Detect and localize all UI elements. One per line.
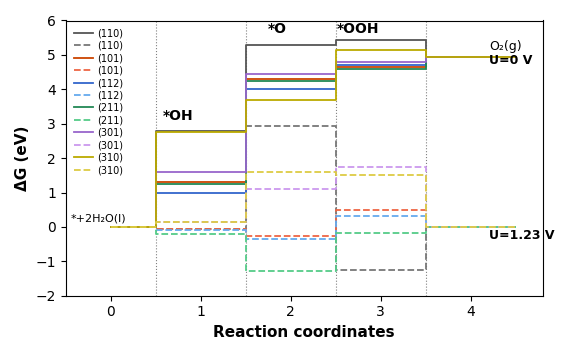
Y-axis label: ΔG (eV): ΔG (eV): [15, 125, 30, 191]
Legend: (110), (110), (101), (101), (112), (112), (211), (211), (301), (301), (310), (31: (110), (110), (101), (101), (112), (112)…: [70, 25, 126, 178]
Text: *OOH: *OOH: [337, 22, 379, 36]
Text: *O: *O: [268, 22, 286, 36]
Text: *OH: *OH: [163, 109, 194, 123]
Text: U=1.23 V: U=1.23 V: [489, 229, 554, 242]
X-axis label: Reaction coordinates: Reaction coordinates: [214, 325, 395, 340]
Text: O₂(g): O₂(g): [489, 40, 521, 53]
Text: U=0 V: U=0 V: [489, 54, 532, 66]
Text: *+2H₂O(l): *+2H₂O(l): [70, 214, 126, 224]
